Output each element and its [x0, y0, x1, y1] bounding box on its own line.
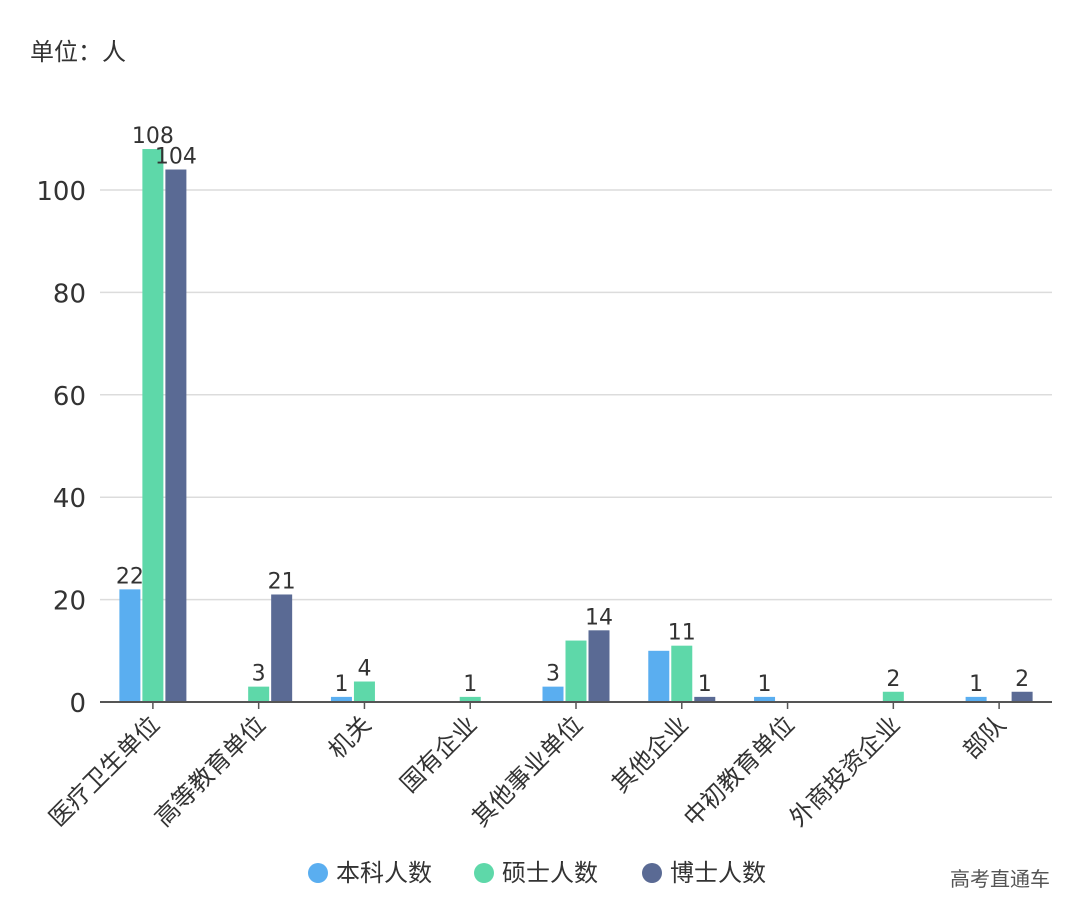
bar[interactable] [694, 696, 716, 702]
x-tick-label: 国有企业 [395, 710, 483, 798]
bar-value-label: 1 [463, 672, 477, 697]
bar[interactable] [119, 589, 141, 702]
y-tick-label: 80 [53, 279, 86, 309]
y-tick-label: 60 [53, 382, 86, 412]
legend-marker[interactable] [642, 863, 662, 883]
bar[interactable] [353, 681, 375, 702]
bar[interactable] [588, 630, 610, 702]
bar-value-label: 108 [132, 124, 174, 149]
bar[interactable] [1011, 691, 1033, 702]
bar-value-label: 2 [886, 667, 900, 692]
legend[interactable]: 本科人数 硕士人数 博士人数 [308, 859, 766, 887]
legend-label[interactable]: 硕士人数 [502, 859, 598, 887]
bar[interactable] [165, 169, 187, 702]
bar[interactable] [671, 645, 693, 702]
legend-label[interactable]: 本科人数 [336, 859, 432, 887]
bar-value-label: 4 [357, 657, 371, 682]
bar[interactable] [754, 696, 776, 702]
bar-value-label: 3 [546, 662, 560, 687]
bar-value-label: 1 [758, 672, 772, 697]
bar-value-label: 1 [969, 672, 983, 697]
y-tick-label: 100 [36, 177, 86, 207]
x-tick-label: 外商投资企业 [784, 710, 906, 832]
y-axis-ticks: 0 20 40 60 80 100 [36, 177, 86, 719]
bar[interactable] [542, 686, 564, 702]
unit-label: 单位：人 [30, 38, 126, 66]
y-tick-label: 40 [53, 484, 86, 514]
bar[interactable] [459, 696, 481, 702]
bar-value-label: 3 [252, 662, 266, 687]
bar[interactable] [648, 650, 670, 702]
bar-value-label: 1 [698, 672, 712, 697]
bar[interactable] [882, 691, 904, 702]
bar-value-label: 22 [116, 564, 144, 589]
x-tick-label: 医疗卫生单位 [44, 710, 166, 832]
bars [119, 149, 1033, 703]
x-tick-label: 其他事业单位 [467, 710, 589, 832]
bar[interactable] [965, 696, 987, 702]
legend-marker[interactable] [308, 863, 328, 883]
bar-value-label: 1 [334, 672, 348, 697]
legend-marker[interactable] [474, 863, 494, 883]
y-tick-label: 0 [69, 689, 86, 719]
y-tick-label: 20 [53, 587, 86, 617]
x-tick-label: 高等教育单位 [149, 710, 271, 832]
x-axis [100, 701, 1052, 709]
legend-label[interactable]: 博士人数 [670, 859, 766, 887]
bar-value-label: 14 [585, 605, 613, 630]
grid-lines [100, 189, 1052, 601]
bar-value-label: 104 [155, 145, 197, 170]
bar[interactable] [248, 686, 270, 702]
bar[interactable] [565, 640, 587, 702]
bar-value-label: 11 [668, 621, 696, 646]
bar[interactable] [142, 149, 164, 703]
x-tick-label: 机关 [323, 710, 377, 764]
x-tick-label: 其他企业 [606, 710, 694, 798]
bar-value-label: 2 [1015, 667, 1029, 692]
bar[interactable] [330, 696, 352, 702]
x-tick-label: 中初教育单位 [678, 710, 800, 832]
watermark: 高考直通车 [950, 867, 1050, 891]
bar-value-label: 21 [268, 569, 296, 594]
bar[interactable] [271, 594, 293, 702]
x-tick-label: 部队 [958, 710, 1012, 764]
